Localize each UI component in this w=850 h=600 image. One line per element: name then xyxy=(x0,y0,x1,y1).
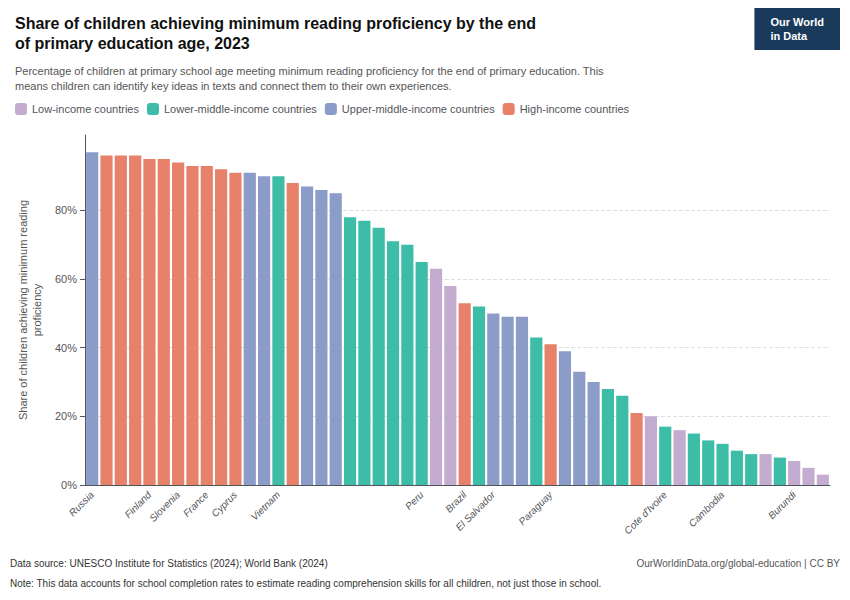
svg-text:0%: 0% xyxy=(61,479,77,491)
svg-text:Low-income countries: Low-income countries xyxy=(32,103,139,115)
svg-text:Slovenia: Slovenia xyxy=(147,489,182,524)
svg-text:Upper-middle-income countries: Upper-middle-income countries xyxy=(342,103,495,115)
svg-text:Peru: Peru xyxy=(403,489,426,512)
svg-text:France: France xyxy=(181,489,211,519)
svg-text:means children can identify ke: means children can identify key ideas in… xyxy=(15,80,452,92)
svg-text:Data source: UNESCO Institute: Data source: UNESCO Institute for Statis… xyxy=(10,558,328,569)
svg-text:Paraguay: Paraguay xyxy=(517,488,556,527)
svg-text:OurWorldinData.org/global-educ: OurWorldinData.org/global-education | CC… xyxy=(636,558,840,569)
svg-text:80%: 80% xyxy=(55,204,77,216)
svg-text:Share of children achieving mi: Share of children achieving minimum read… xyxy=(15,15,536,32)
svg-text:Note: This data accounts for s: Note: This data accounts for school comp… xyxy=(10,578,601,589)
svg-text:High-income countries: High-income countries xyxy=(520,103,630,115)
svg-text:Brazil: Brazil xyxy=(443,489,469,515)
svg-text:Cyprus: Cyprus xyxy=(209,489,239,519)
svg-text:Cambodia: Cambodia xyxy=(686,489,726,529)
svg-text:Our World: Our World xyxy=(770,16,824,28)
svg-text:Cote d'Ivoire: Cote d'Ivoire xyxy=(622,489,670,537)
svg-text:60%: 60% xyxy=(55,273,77,285)
svg-text:El Salvador: El Salvador xyxy=(453,489,497,533)
svg-text:40%: 40% xyxy=(55,342,77,354)
svg-text:Vietnam: Vietnam xyxy=(249,489,283,523)
svg-text:of primary education age, 2023: of primary education age, 2023 xyxy=(15,35,250,52)
svg-text:Finland: Finland xyxy=(122,489,154,520)
svg-text:in Data: in Data xyxy=(770,30,808,42)
svg-text:20%: 20% xyxy=(55,410,77,422)
svg-text:Burundi: Burundi xyxy=(766,489,799,522)
svg-text:Russia: Russia xyxy=(67,489,97,519)
svg-text:Percentage of children at prim: Percentage of children at primary school… xyxy=(15,65,604,77)
svg-text:Share of children achieving mi: Share of children achieving minimum read… xyxy=(17,200,29,420)
svg-text:Lower-middle-income countries: Lower-middle-income countries xyxy=(164,103,317,115)
svg-text:proficiency: proficiency xyxy=(31,283,43,336)
